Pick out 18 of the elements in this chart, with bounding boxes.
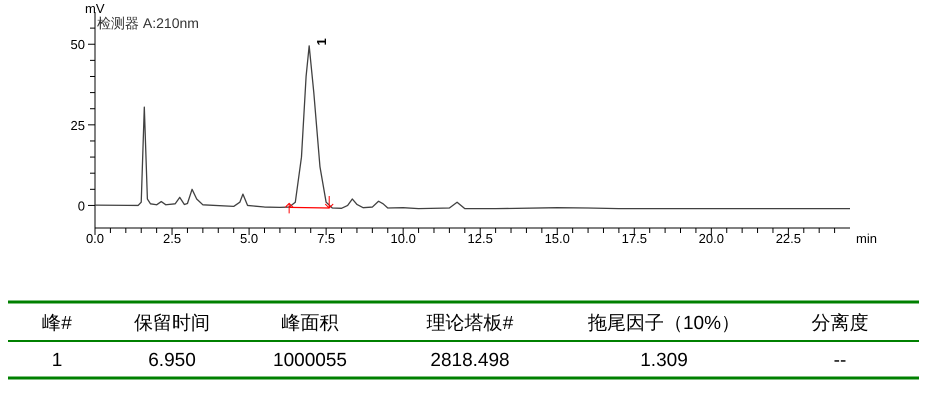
x-tick-label: 5.0	[240, 231, 258, 246]
x-tick-label: 17.5	[622, 231, 647, 246]
y-tick-label: 50	[70, 37, 85, 52]
x-axis-title: min	[856, 231, 877, 246]
x-tick-label: 2.5	[163, 231, 182, 246]
table: 峰# 保留时间 峰面积 理论塔板# 拖尾因子（10%） 分离度 1 6.950 1000055 2818.498 1.309 --	[8, 300, 919, 380]
x-tick-label: 22.5	[776, 231, 802, 246]
x-tick-label: 12.5	[468, 231, 493, 246]
y-tick-label: 0	[78, 198, 85, 214]
y-axis-title: mV	[85, 1, 105, 16]
y-tick-label: 25	[70, 118, 85, 133]
annotation: 1	[314, 38, 330, 46]
x-tick-label: 7.5	[317, 231, 336, 246]
x-tick-label: 15.0	[544, 231, 570, 246]
x-tick-label: 20.0	[698, 231, 724, 246]
x-tick-label: 10.0	[390, 231, 416, 246]
annotation: 检测器 A:210nm	[97, 15, 199, 31]
x-tick-label: 0.0	[86, 231, 104, 246]
